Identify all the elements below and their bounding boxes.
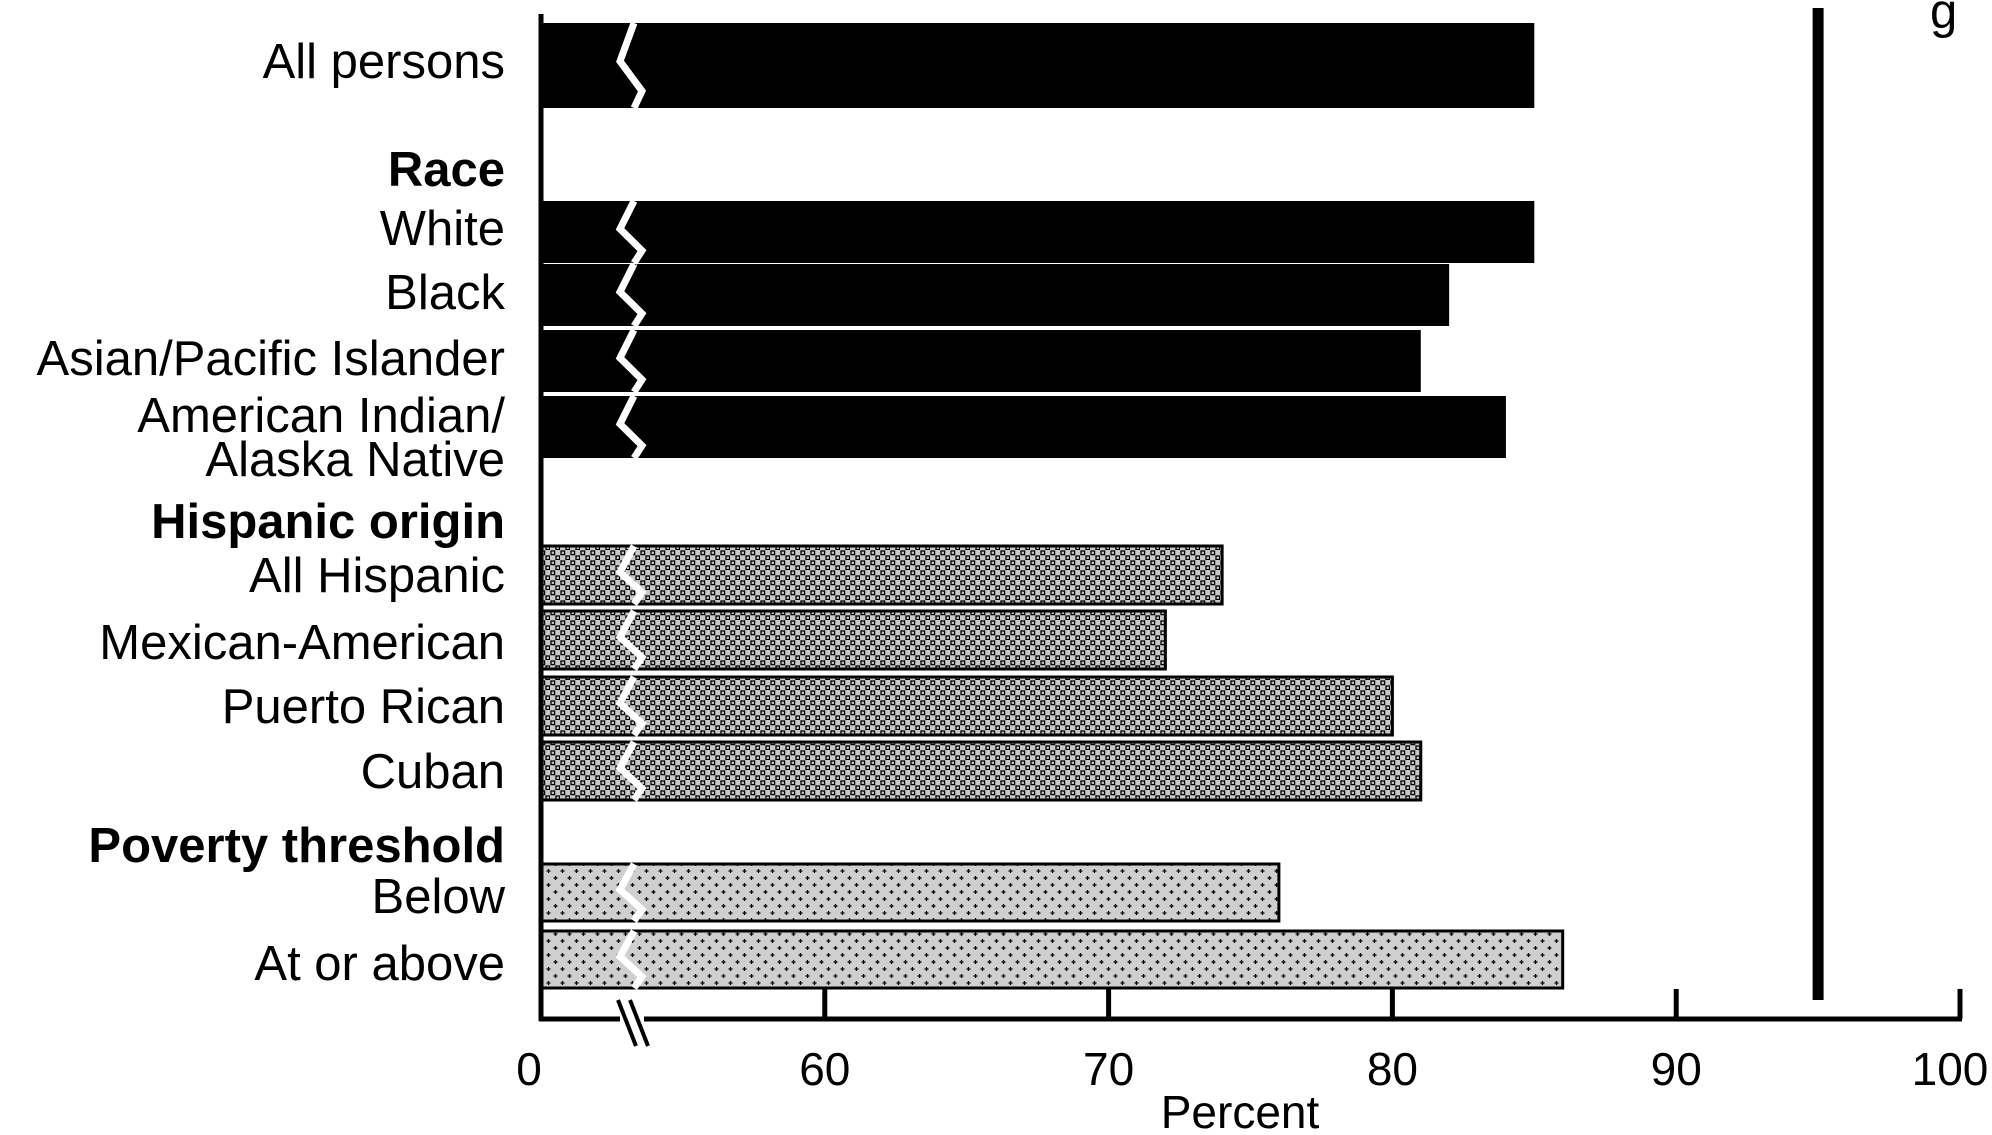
group-label-race: Race [388, 143, 505, 197]
bar-break-mark [615, 199, 647, 265]
x-axis-title: Percent [1161, 1086, 1320, 1135]
bar-break-mark [615, 262, 647, 328]
bar-all-persons [541, 23, 1535, 108]
category-label: At or above [254, 937, 505, 991]
bar-break-mark [615, 544, 647, 606]
x-tick-label: 90 [1651, 1043, 1702, 1095]
x-tick-label: 60 [799, 1043, 850, 1095]
group-label-hispanic-origin: Hispanic origin [151, 495, 505, 549]
bar-american-indian-alaska-native [541, 396, 1506, 458]
bars-layer [539, 23, 1565, 990]
category-label: Mexican-American [99, 616, 505, 670]
category-label: Black [385, 266, 505, 320]
bar-break-mark [615, 929, 647, 991]
category-label: Alaska Native [205, 433, 505, 487]
axis-break-slash [616, 999, 638, 1047]
x-axis: 0 60 70 80 90 100 [516, 14, 1988, 1095]
x-tick-label: 0 [516, 1043, 542, 1095]
bar-cuban [539, 740, 1423, 802]
axis-break-slash [628, 999, 650, 1047]
bar-mexican-american [539, 609, 1167, 671]
bar-break-mark [615, 862, 647, 924]
bar-at-or-above [539, 929, 1565, 990]
bar-puerto-rican [539, 675, 1394, 737]
category-label: Asian/Pacific Islander [37, 332, 505, 386]
category-label: Puerto Rican [222, 680, 505, 734]
category-labels: All persons White Black Asian/Pacific Islan… [37, 35, 506, 991]
bar-break-mark [615, 609, 647, 671]
axis-break-layer [615, 21, 647, 991]
bar-white [541, 201, 1535, 263]
x-tick-label: 80 [1367, 1043, 1418, 1095]
x-tick-label: 100 [1912, 1043, 1989, 1095]
bar-break-mark [615, 740, 647, 802]
category-label: Cuban [361, 745, 505, 799]
category-label: White [380, 202, 505, 256]
bar-break-mark [615, 675, 647, 737]
bar-black [541, 264, 1450, 326]
category-label: Below [372, 870, 506, 924]
reference-line-layer: g [1812, 0, 1957, 1000]
category-label: All Hispanic [249, 549, 505, 603]
bar-break-mark [615, 328, 647, 394]
bar-all-hispanic [539, 544, 1224, 606]
x-tick-label: 70 [1083, 1043, 1134, 1095]
reference-line-label: g [1930, 0, 1957, 39]
group-label-poverty-threshold: Poverty threshold [88, 819, 505, 873]
bar-below [539, 862, 1281, 923]
category-label: All persons [263, 35, 505, 89]
bar-break-mark [615, 394, 647, 460]
bar-break-mark [616, 21, 647, 110]
category-label: American Indian/ [137, 389, 505, 443]
bar-asian-pacific-islander [541, 330, 1421, 392]
